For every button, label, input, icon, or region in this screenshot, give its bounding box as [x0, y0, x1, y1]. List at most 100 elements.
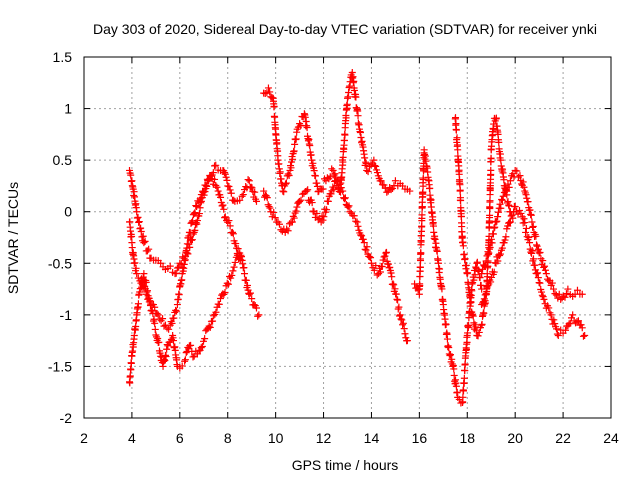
data-point-marker [246, 289, 254, 297]
data-point-marker [319, 185, 327, 193]
data-point-marker [533, 270, 541, 278]
data-point-marker [482, 257, 490, 265]
data-point-marker [376, 268, 384, 276]
data-point-marker [534, 245, 542, 253]
data-point-marker [496, 200, 504, 208]
data-point-marker [538, 291, 546, 299]
data-point-marker [168, 319, 176, 327]
data-point-marker [357, 231, 365, 239]
data-point-marker [487, 278, 495, 286]
data-point-marker [341, 194, 349, 202]
y-tick-label: 0.5 [53, 152, 73, 168]
x-tick-label: 12 [316, 430, 332, 446]
data-point-marker [261, 89, 269, 97]
y-tick-label: 1 [64, 101, 72, 117]
data-point-marker [221, 288, 229, 296]
data-point-marker [354, 112, 362, 120]
axis-ticks: 2 4 6 8 10 12 14 16 18 20 22 24-2-1.5-1-0.500.511.5 [48, 49, 619, 446]
data-point-marker [398, 316, 406, 324]
data-point-marker [197, 344, 205, 352]
data-point-marker [482, 289, 490, 297]
data-point-marker [226, 186, 234, 194]
data-point-marker [214, 187, 222, 195]
data-point-marker [282, 180, 290, 188]
data-point-marker [459, 393, 467, 401]
data-point-marker [224, 280, 232, 288]
data-point-marker [342, 114, 350, 122]
data-point-marker [341, 195, 349, 203]
data-point-marker [265, 203, 273, 211]
data-point-marker [245, 177, 253, 185]
data-point-marker [491, 223, 499, 231]
data-point-marker [127, 366, 135, 374]
data-point-marker [254, 312, 262, 320]
data-point-marker [362, 246, 370, 254]
data-point-marker [419, 182, 427, 190]
data-point-marker [460, 374, 468, 382]
data-point-marker [293, 203, 301, 211]
data-point-marker [290, 147, 298, 155]
data-point-marker [181, 256, 189, 264]
data-point-marker [527, 211, 535, 219]
data-point-marker [193, 350, 201, 358]
data-point-marker [128, 232, 136, 240]
y-axis-label: SDTVAR / TECUs [5, 182, 21, 294]
data-point-marker [506, 218, 514, 226]
data-point-marker [391, 285, 399, 293]
data-point-marker [330, 185, 338, 193]
data-point-marker [497, 250, 505, 258]
data-point-marker [363, 166, 371, 174]
data-point-marker [522, 224, 530, 232]
data-point-marker [508, 211, 516, 219]
data-point-marker [135, 218, 143, 226]
data-point-marker [523, 194, 531, 202]
data-point-marker [574, 317, 582, 325]
data-point-marker [400, 325, 408, 333]
data-point-marker [201, 335, 209, 343]
data-point-marker [165, 325, 173, 333]
x-tick-label: 16 [412, 430, 428, 446]
data-point-marker [195, 198, 203, 206]
data-point-marker [266, 88, 274, 96]
data-point-marker [190, 210, 198, 218]
data-point-marker [487, 154, 495, 162]
data-point-marker [542, 270, 550, 278]
data-point-marker [270, 208, 278, 216]
data-point-marker [282, 179, 290, 187]
data-point-marker [513, 167, 521, 175]
data-point-marker [487, 235, 495, 243]
data-point-marker [226, 222, 234, 230]
data-point-marker [386, 263, 394, 271]
data-point-marker [417, 238, 425, 246]
data-point-marker [311, 172, 319, 180]
data-point-marker [373, 169, 381, 177]
data-point-marker [206, 323, 214, 331]
data-point-marker [140, 270, 148, 278]
data-point-marker [456, 186, 464, 194]
data-point-marker [485, 249, 493, 257]
data-point-marker [284, 170, 292, 178]
data-point-marker [414, 286, 422, 294]
data-point-marker [220, 167, 228, 175]
data-point-marker [497, 156, 505, 164]
data-point-marker [561, 293, 569, 301]
data-points [126, 68, 589, 407]
data-point-marker [205, 176, 213, 184]
data-point-marker [429, 222, 437, 230]
data-point-marker [538, 288, 546, 296]
data-point-marker [479, 299, 487, 307]
data-point-marker [263, 194, 271, 202]
data-point-marker [465, 286, 473, 294]
data-point-marker [251, 188, 259, 196]
data-point-marker [490, 268, 498, 276]
data-point-marker [490, 224, 498, 232]
data-point-marker [474, 332, 482, 340]
data-point-marker [416, 263, 424, 271]
data-point-marker [320, 213, 328, 221]
data-point-marker [578, 290, 586, 298]
data-point-marker [223, 176, 231, 184]
data-point-marker [339, 187, 347, 195]
data-point-marker [486, 244, 494, 252]
data-point-marker [313, 209, 321, 217]
